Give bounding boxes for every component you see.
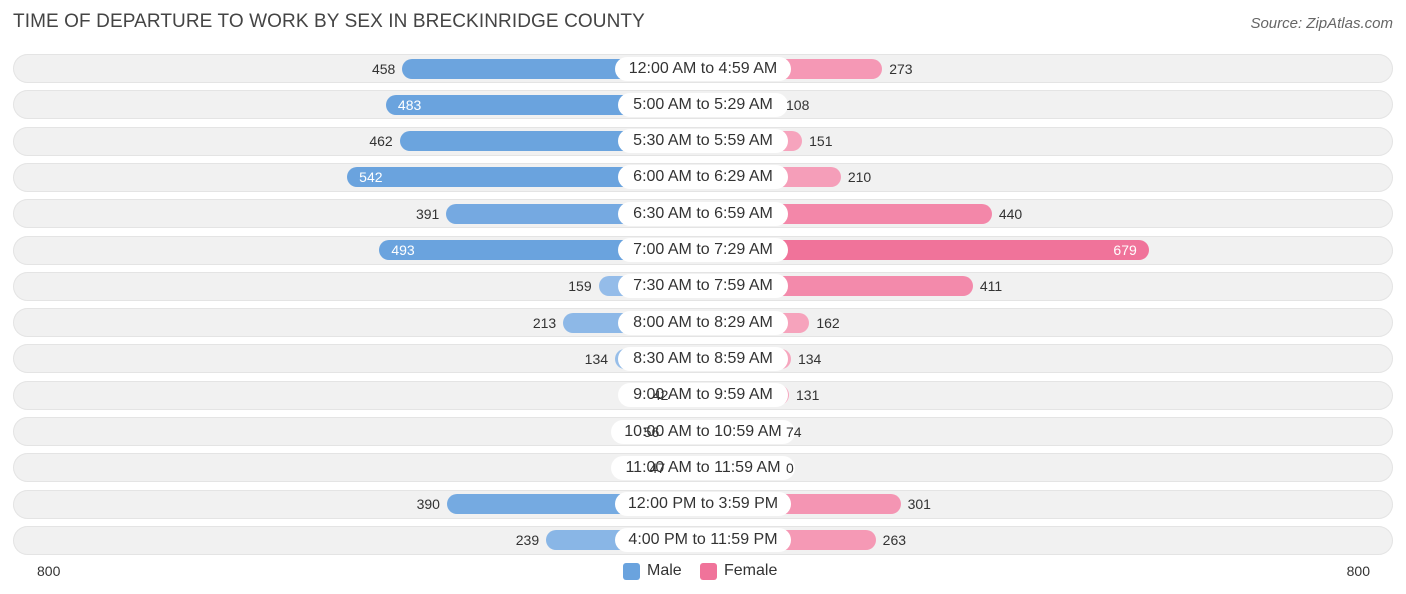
category-label: 5:00 AM to 5:29 AM [618,92,788,117]
legend-label-male: Male [647,562,682,579]
category-label: 8:00 AM to 8:29 AM [618,310,788,335]
category-label: 7:00 AM to 7:29 AM [618,238,788,262]
category-label: 11:00 AM to 11:59 AM [611,455,795,480]
value-label-male: 213 [532,314,557,331]
value-label-male: 239 [515,532,540,549]
legend-swatch-male [623,562,640,580]
value-label-female: 74 [786,423,802,440]
category-label: 7:30 AM to 7:59 AM [618,274,788,299]
axis-left-label: 800 [37,563,61,579]
value-label-male: 56 [643,423,660,440]
value-label-male: 42 [652,387,669,404]
legend-swatch-female [700,562,717,580]
value-label-male: 134 [584,350,609,367]
value-label-male: 483 [397,96,422,113]
legend-item-female[interactable]: Female [700,561,777,581]
value-label-male: 391 [415,205,440,222]
category-label: 8:30 AM to 8:59 AM [618,346,788,371]
category-label: 6:00 AM to 6:29 AM [618,165,788,190]
value-label-female: 440 [998,205,1023,222]
value-label-female: 263 [882,532,907,549]
bar-male [347,167,703,188]
value-label-female: 0 [786,459,794,476]
value-label-female: 273 [889,60,913,77]
value-label-female: 108 [786,96,810,113]
value-label-female: 151 [809,133,833,150]
legend-label-female: Female [724,562,778,579]
bar-female [703,240,1149,260]
value-label-female: 679 [1113,242,1137,258]
category-label: 5:30 AM to 5:59 AM [618,129,788,154]
value-label-female: 131 [796,387,820,404]
value-label-female: 411 [979,278,1003,295]
legend: Male Female [0,561,1406,581]
chart-title: TIME OF DEPARTURE TO WORK BY SEX IN BREC… [13,11,645,32]
chart-source: Source: ZipAtlas.com [1250,15,1393,32]
value-label-male: 458 [371,60,396,77]
value-label-male: 542 [359,169,383,186]
legend-item-male[interactable]: Male [623,561,682,581]
category-label: 12:00 PM to 3:59 PM [615,492,791,517]
category-label: 4:00 PM to 11:59 PM [615,528,791,553]
category-label: 9:00 AM to 9:59 AM [618,383,788,408]
value-label-male: 159 [568,278,592,295]
value-label-male: 493 [391,242,415,258]
value-label-female: 210 [847,169,872,186]
category-label: 10:00 AM to 10:59 AM [611,419,795,444]
value-label-male: 462 [369,133,393,150]
category-label: 6:30 AM to 6:59 AM [618,201,788,226]
value-label-female: 162 [816,314,840,331]
category-label: 12:00 AM to 4:59 AM [615,56,791,81]
value-label-female: 134 [797,350,822,367]
value-label-female: 301 [907,496,931,513]
axis-right-label: 800 [1346,563,1370,579]
value-label-male: 390 [416,496,440,513]
value-label-male: 47 [649,459,666,476]
